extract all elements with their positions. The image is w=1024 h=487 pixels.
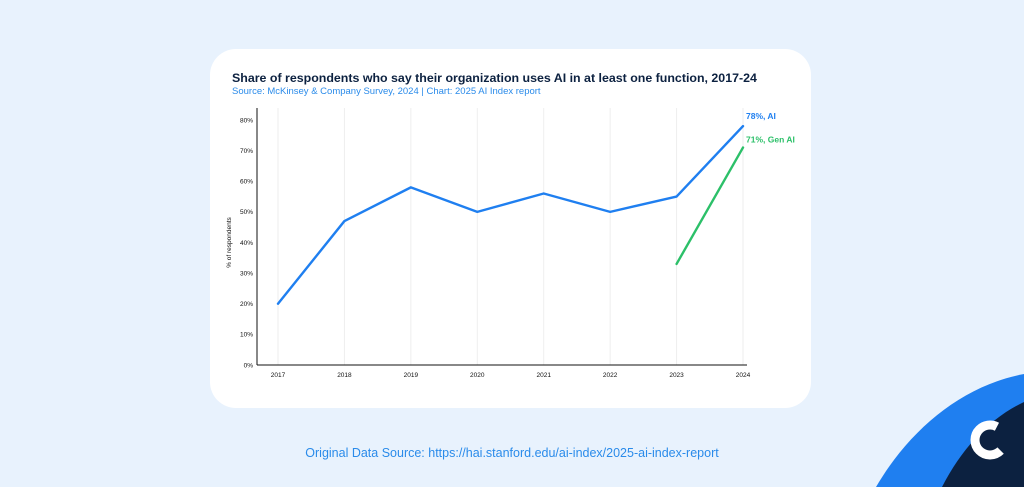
series-end-label: 78%, AI <box>746 111 776 121</box>
y-tick-label: 30% <box>240 270 253 277</box>
x-tick-label: 2024 <box>736 372 751 379</box>
y-tick-label: 70% <box>240 148 253 155</box>
data-source-footer: Original Data Source: https://hai.stanfo… <box>305 446 719 460</box>
x-tick-label: 2018 <box>337 372 352 379</box>
series-line-ai <box>276 124 745 305</box>
y-tick-label: 80% <box>240 117 253 124</box>
y-axis-label: % of respondents <box>226 216 233 267</box>
series-line-gen-ai <box>675 146 745 266</box>
chart-card: Share of respondents who say their organ… <box>210 49 811 408</box>
x-tick-label: 2019 <box>404 372 419 379</box>
x-tick-label: 2021 <box>536 372 551 379</box>
x-tick-label: 2020 <box>470 372 485 379</box>
y-tick-label: 10% <box>240 332 253 339</box>
y-tick-label: 0% <box>244 362 254 369</box>
line-chart: 0% 10% 20% 30% 40% 50% 60% 70% 80% % of responden… <box>226 108 795 379</box>
y-tick-label: 50% <box>240 209 253 216</box>
y-tick-label: 40% <box>240 240 253 247</box>
x-tick-label: 2022 <box>603 372 618 379</box>
x-tick-label: 2017 <box>271 372 286 379</box>
chart-subtitle: Source: McKinsey & Company Survey, 2024 … <box>232 86 541 97</box>
y-tick-label: 20% <box>240 301 253 308</box>
y-tick-label: 60% <box>240 179 253 186</box>
x-tick-label: 2023 <box>669 372 684 379</box>
chart-title: Share of respondents who say their organ… <box>232 71 757 85</box>
series-end-label: 71%, Gen AI <box>746 135 795 145</box>
